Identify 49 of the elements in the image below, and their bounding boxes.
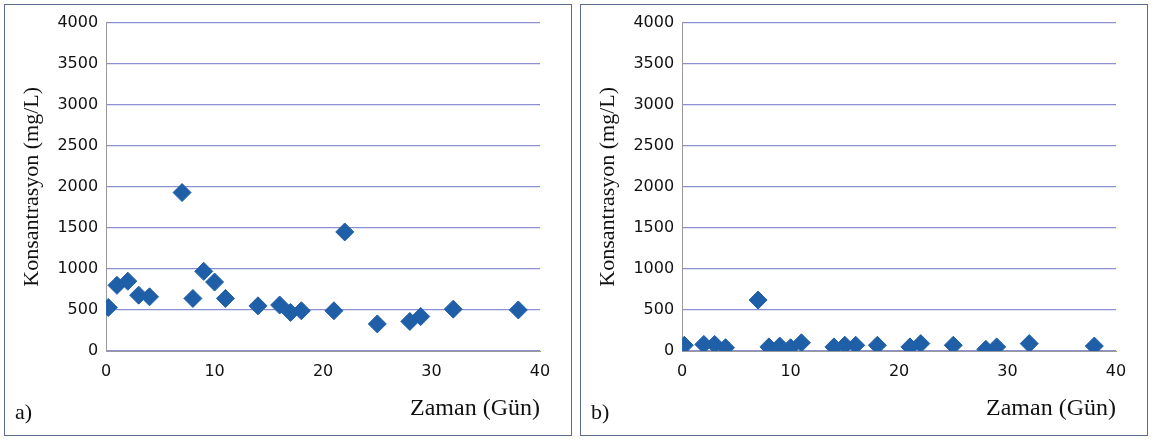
point (335, 222, 355, 242)
point (248, 296, 268, 316)
y-tick-label: 0 (87, 340, 99, 360)
point (205, 272, 225, 292)
y-tick-label: 2000 (633, 175, 675, 195)
x-tick-label: 30 (421, 360, 442, 380)
y-tick-label: 1000 (57, 258, 99, 278)
x-tick-label: 10 (780, 360, 801, 380)
y-tick-label: 1500 (633, 217, 675, 237)
y-axis-title: Konsantrasyon (mg/L) (593, 86, 619, 287)
y-tick-label: 2500 (633, 134, 675, 154)
y-tick-label: 500 (643, 299, 675, 319)
x-tick-label: 20 (312, 360, 334, 380)
y-tick-label: 3500 (57, 52, 99, 72)
point (118, 271, 138, 291)
point (215, 288, 235, 308)
point (443, 299, 463, 319)
x-axis-title: Zaman (Gün) (410, 393, 540, 420)
x-tick-label: 40 (529, 360, 551, 380)
x-tick-label: 20 (888, 360, 910, 380)
y-tick-label: 1500 (57, 217, 99, 237)
point (508, 300, 528, 320)
point (183, 288, 203, 308)
point (194, 261, 214, 281)
point (270, 295, 290, 315)
y-tick-label: 500 (67, 299, 99, 319)
y-tick-label: 3500 (633, 52, 675, 72)
y-tick-label: 3000 (633, 93, 675, 113)
point (172, 183, 192, 203)
y-tick-label: 2000 (57, 175, 99, 195)
y-tick-label: 0 (663, 340, 675, 360)
x-axis-title: Zaman (Gün) (986, 393, 1116, 420)
y-tick-label: 3000 (57, 93, 99, 113)
point (140, 287, 160, 307)
x-tick-label: 0 (101, 360, 112, 380)
x-tick-label: 30 (997, 360, 1018, 380)
x-tick-label: 40 (1105, 360, 1127, 380)
y-tick-label: 1000 (633, 258, 675, 278)
y-tick-label: 4000 (57, 11, 99, 31)
point (324, 301, 344, 321)
point (367, 314, 387, 334)
text: a) (15, 399, 33, 424)
y-axis-title: Konsantrasyon (mg/L) (17, 86, 43, 287)
point (411, 307, 431, 327)
y-tick-label: 4000 (633, 11, 675, 31)
y-tick-label: 2500 (57, 134, 99, 154)
text: b) (591, 399, 610, 424)
x-tick-label: 0 (677, 360, 688, 380)
x-tick-label: 10 (204, 360, 225, 380)
